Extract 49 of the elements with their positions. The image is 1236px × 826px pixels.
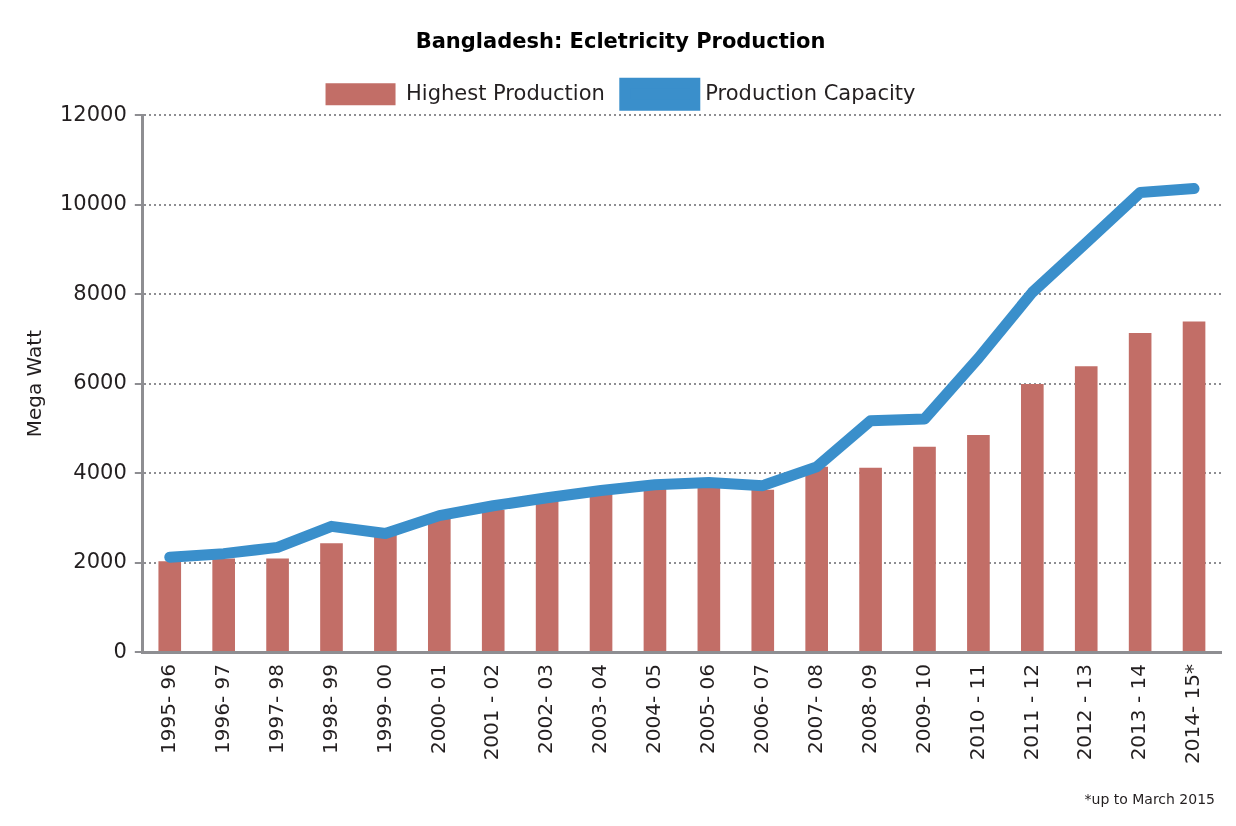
x-tick-label: 1997- 98 [263,664,288,754]
bar [320,543,343,652]
x-tick-label: 2008- 09 [856,664,881,754]
x-tick-label: 1995- 96 [155,664,180,754]
bar [266,558,289,652]
x-tick-label: 2004- 05 [641,664,666,754]
legend-label: Production Capacity [705,80,916,105]
x-tick-label: 1996- 97 [209,664,234,754]
x-tick-label: 1999- 00 [371,664,396,754]
y-tick-label: 10000 [59,191,127,216]
text: *up to March 2015 [1084,790,1215,807]
x-tick-label: 2005- 06 [695,664,720,754]
x-tick-label: 2006- 07 [748,664,773,754]
x-tick-label: 2002- 03 [533,664,558,754]
chart-title: Bangladesh: Ecletricity Production [415,29,826,54]
x-tick-label: 2012 - 13 [1072,664,1097,761]
bar [751,489,775,652]
bar [212,558,235,652]
x-tick-label: 1998- 99 [317,664,342,754]
bar [859,467,882,652]
x-tick-label: 2010 - 11 [964,664,989,761]
y-axis-title: Mega Watt [22,329,47,438]
x-tick-label: 2000- 01 [425,664,450,754]
x-tick-label: 2011 - 12 [1018,664,1043,761]
bar [589,493,613,652]
bar [427,518,451,652]
bar [1182,321,1206,652]
x-tick-label: 2001 - 02 [479,664,504,761]
x-tick-label: 2007- 08 [802,664,827,754]
bar [1021,384,1044,652]
bar [1074,366,1098,652]
bar [1128,333,1152,652]
x-tick-label: 2003- 04 [587,664,612,754]
bar [913,446,936,652]
y-tick-label: 6000 [73,370,127,395]
y-tick-label: 8000 [73,280,127,305]
bar [158,561,182,652]
y-tick-label: 2000 [73,549,127,574]
bar [481,509,505,652]
bar [967,435,990,652]
bar [805,466,828,652]
x-tick-label: 2014- 15* [1180,664,1205,764]
legend-label: Highest Production [406,80,605,105]
y-tick-label: 12000 [59,101,127,126]
bar [374,534,397,652]
y-tick-label: 0 [113,638,127,663]
y-tick-label: 4000 [73,459,127,484]
x-tick-label: 2009- 10 [910,664,935,754]
x-tick-label: 2013 - 14 [1126,664,1151,761]
